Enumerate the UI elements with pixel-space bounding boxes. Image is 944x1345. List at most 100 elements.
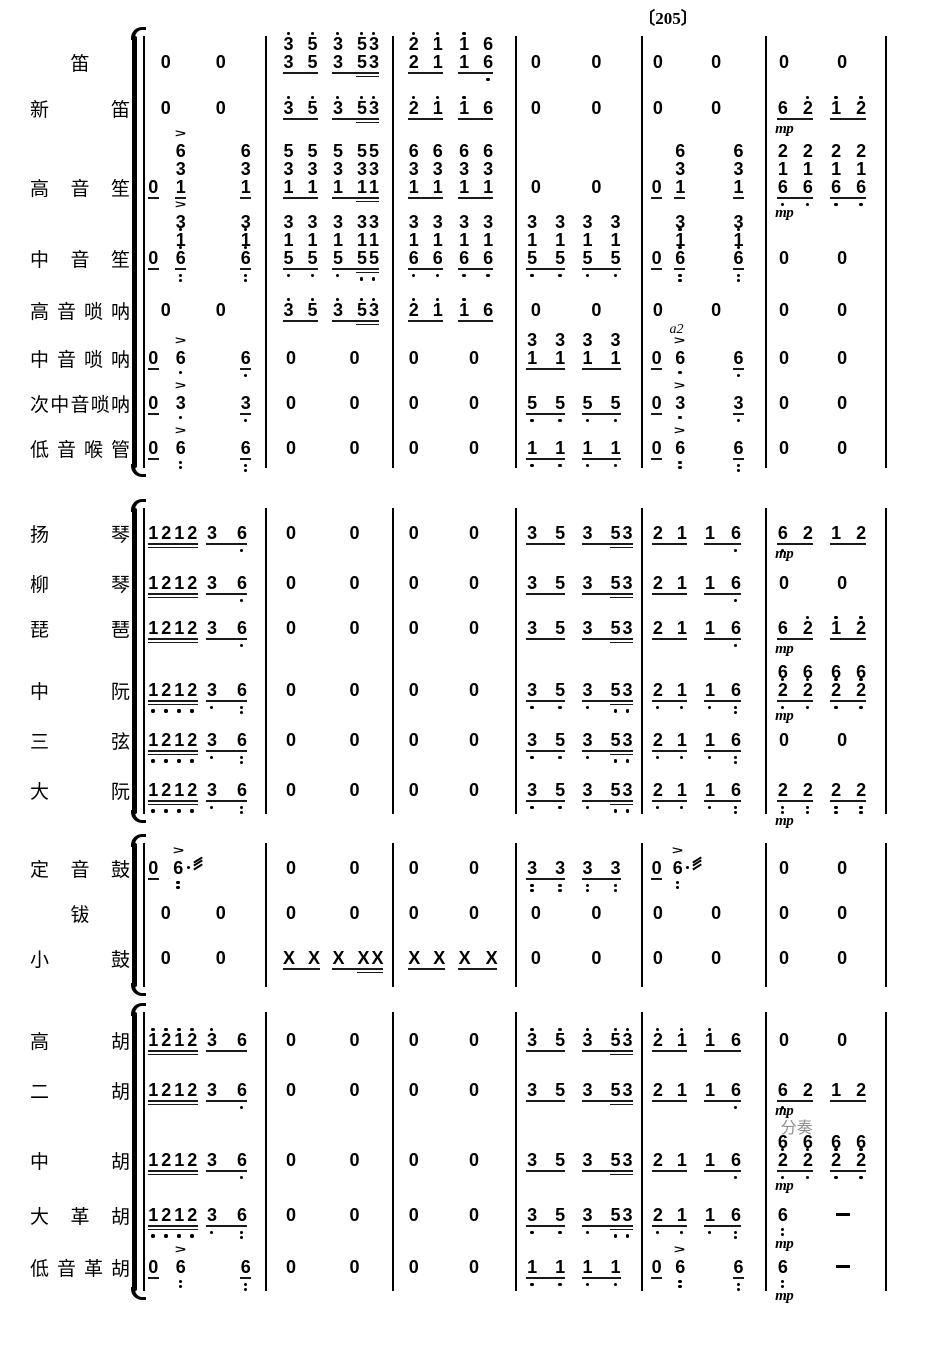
note: 1 (175, 178, 186, 196)
note: 6 (175, 249, 186, 267)
beam-part: 0 (349, 1258, 360, 1276)
note: 6 (730, 619, 741, 637)
note-column: 6 (730, 524, 741, 553)
note-column: 1 (148, 524, 159, 542)
octave-dot-below (733, 226, 744, 233)
note-column: 0 (160, 301, 171, 319)
note: 3 (674, 213, 685, 232)
note-digit: 2 (652, 1030, 663, 1050)
note-group: >6 (672, 843, 702, 889)
beam-part: 0 (285, 574, 296, 592)
octave-dot-below (432, 272, 443, 279)
note-digit: 0 (711, 52, 721, 72)
note-digit: 0 (530, 300, 541, 320)
note: 0 (215, 99, 226, 117)
note-column: 0 (349, 439, 360, 457)
note: 3 (206, 1081, 217, 1099)
octave-dot-below (610, 462, 621, 469)
note-column: 0 (148, 178, 159, 196)
note-digit: 3 (527, 1080, 537, 1100)
note-column: 0 (778, 1031, 789, 1049)
note-column: 3 (368, 297, 379, 319)
octave-dot-below (175, 1278, 186, 1290)
beam-line (147, 638, 198, 640)
note-column: 5 (554, 1027, 565, 1049)
octave-dot-below (777, 1226, 788, 1238)
note-digit: 0 (711, 300, 721, 320)
note-column: 6 (777, 619, 788, 637)
octave-dot-above (408, 94, 419, 101)
octave-dot-below (582, 754, 593, 761)
barline (392, 843, 394, 987)
note: X (408, 949, 420, 967)
octave-dot-above (283, 296, 294, 303)
note-digit: 0 (779, 858, 789, 878)
note-column: 3 (622, 731, 633, 763)
octave-dot-below (730, 642, 741, 649)
note-column: 1 (174, 574, 185, 592)
beam-part: >6 (172, 843, 203, 889)
note-digit: 1 (369, 177, 379, 197)
octave-dot-below (240, 462, 251, 474)
beam-part: 6 (240, 349, 251, 378)
octave-dot-below (582, 1281, 593, 1288)
dynamic-marking: mp (775, 1288, 794, 1304)
note-digit: 0 (286, 573, 296, 593)
note-digit: 3 (206, 780, 217, 800)
beam-part: 0 (836, 731, 847, 749)
note-column: 1 (676, 1081, 687, 1099)
note: 1 (368, 231, 379, 249)
note-column: 0 (349, 1081, 360, 1099)
note: 0 (651, 394, 662, 412)
note-digit: 3 (333, 212, 343, 232)
instrument-label-char: 琴 (110, 574, 130, 596)
note: 6 (458, 142, 469, 160)
beam-part: 0 (349, 349, 360, 367)
note-column: 1 (676, 1151, 687, 1169)
instrument-label-char: 中 (50, 394, 70, 416)
beam-line (526, 1100, 566, 1102)
octave-dot-below (240, 372, 251, 379)
note-column: 5 (307, 95, 318, 117)
barline (515, 508, 517, 814)
instrument-label-char: 唢 (83, 349, 103, 371)
note: 2 (408, 53, 419, 71)
note: 1 (174, 731, 185, 749)
note-column: 1 (610, 439, 621, 468)
note-digit: 0 (148, 393, 158, 413)
note-digit: 0 (286, 1080, 296, 1100)
beam-line (147, 1103, 198, 1106)
note-column: 5 (554, 681, 565, 710)
beam-part: 0 (285, 439, 296, 457)
instrument-label: 次中音唢呐 (30, 390, 130, 416)
beam-line-2 (609, 753, 633, 756)
note-column: 6 (733, 349, 744, 378)
note-column: 2 (161, 1151, 172, 1169)
beam-line (147, 1053, 198, 1056)
note: 1 (554, 349, 565, 367)
note-digit: 3 (206, 680, 217, 700)
note: 0 (160, 53, 171, 71)
note: 3 (368, 95, 379, 117)
note-digit: 6 (856, 177, 866, 197)
note-digit: 0 (215, 98, 226, 118)
beam-line (777, 197, 814, 199)
note: 0 (836, 53, 847, 71)
beam-line (652, 700, 688, 702)
note-digit: 2 (652, 1080, 663, 1100)
beam-line (652, 750, 688, 752)
note-column: 3 (206, 731, 217, 760)
note-digit: 2 (161, 1205, 171, 1225)
